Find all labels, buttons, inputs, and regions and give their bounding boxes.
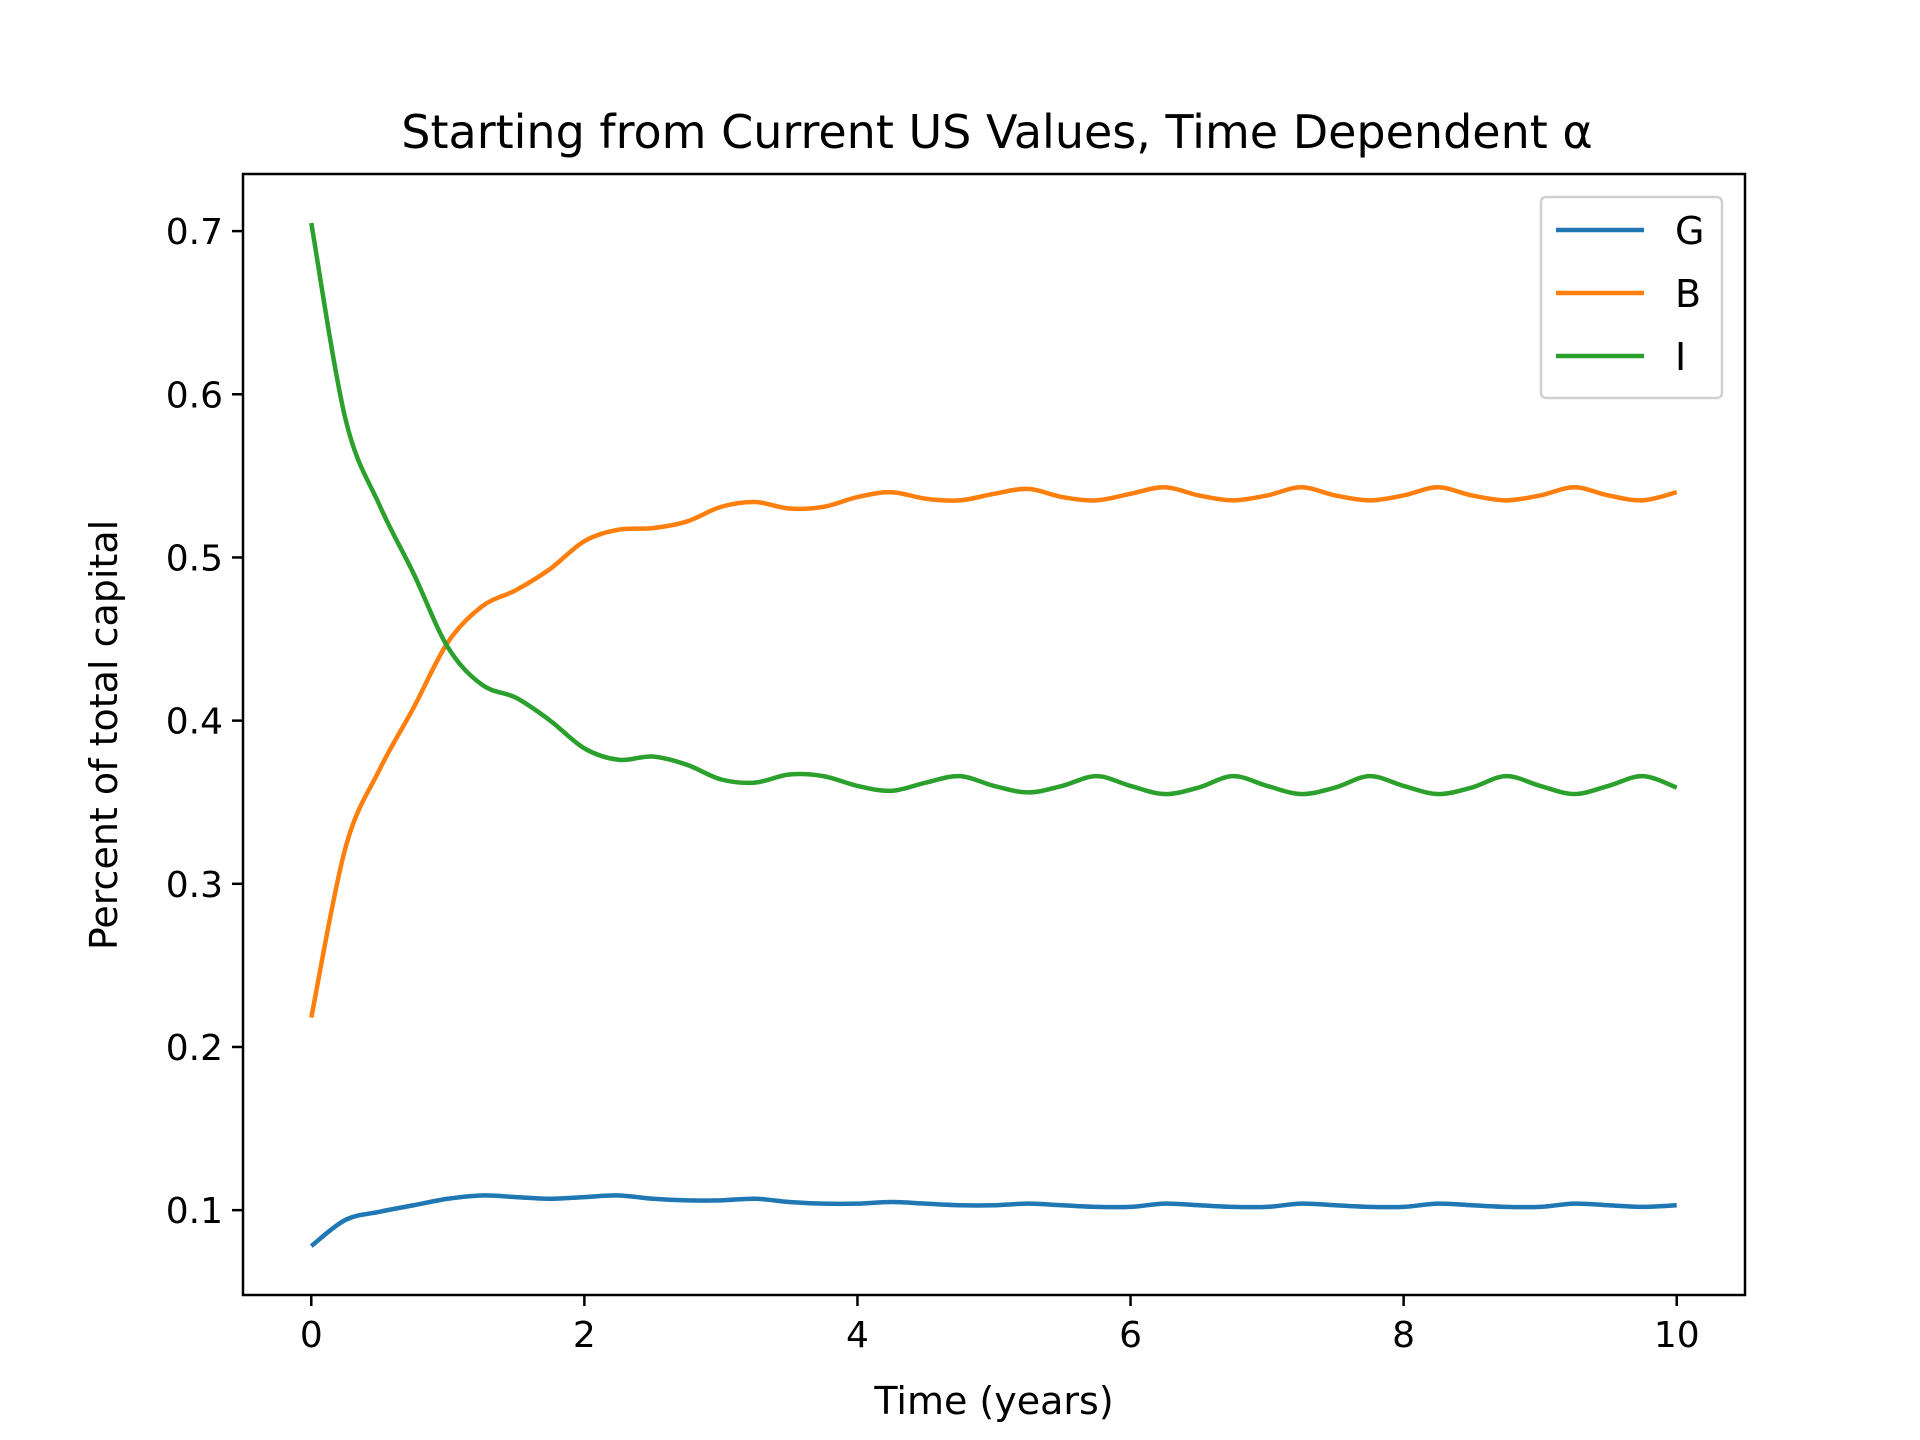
series-line-g: [309, 1193, 1677, 1248]
x-tick-label: 4: [846, 1315, 869, 1356]
legend: GBI: [1539, 195, 1724, 400]
y-tick-label: 0.1: [166, 1191, 223, 1232]
series-line-i: [309, 222, 1678, 797]
legend-label-i: I: [1675, 335, 1686, 379]
y-tick-label: 0.3: [166, 865, 223, 906]
x-tick-label: 0: [300, 1315, 323, 1356]
plot-area: [309, 222, 1678, 1248]
x-axis: 0 2 4 6 8 10: [300, 1295, 1700, 1356]
x-axis-label: Time (years): [873, 1379, 1113, 1423]
chart-title: Starting from Current US Values, Time De…: [401, 105, 1592, 159]
series-line-b: [309, 485, 1678, 1019]
legend-box: [1539, 195, 1724, 400]
x-tick-label: 6: [1119, 1315, 1142, 1356]
y-tick-label: 0.2: [166, 1028, 223, 1069]
legend-label-b: B: [1675, 272, 1701, 316]
y-tick-label: 0.4: [166, 702, 223, 743]
x-tick-label: 2: [573, 1315, 596, 1356]
y-axis: 0.1 0.2 0.3 0.4 0.5 0.6 0.7: [166, 212, 243, 1232]
x-tick-label: 8: [1392, 1315, 1415, 1356]
x-tick-label: 10: [1654, 1315, 1700, 1356]
y-tick-label: 0.6: [166, 375, 223, 416]
y-tick-label: 0.5: [166, 538, 223, 579]
axes-frame: [241, 172, 1747, 1297]
y-tick-label: 0.7: [166, 212, 223, 253]
y-axis-label: Percent of total capital: [82, 520, 126, 950]
legend-label-g: G: [1675, 209, 1704, 253]
